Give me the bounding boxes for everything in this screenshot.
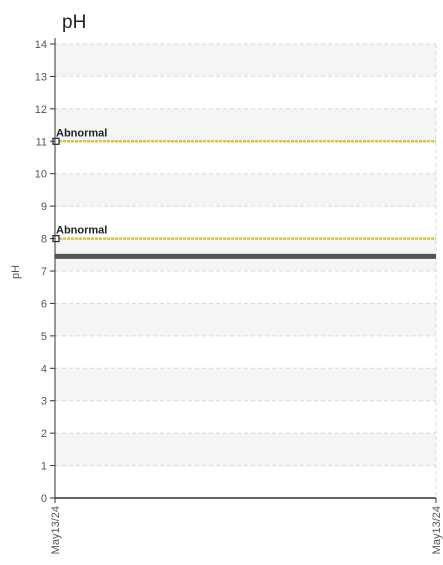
y-tick-label: 3 bbox=[41, 396, 47, 408]
x-axis-ticks: May13/24 May13/24 bbox=[50, 498, 443, 554]
y-tick-label: 5 bbox=[41, 331, 47, 343]
grid-band bbox=[55, 303, 436, 336]
y-tick-label: 14 bbox=[35, 39, 47, 51]
y-tick-label: 0 bbox=[41, 493, 47, 505]
grid-band bbox=[55, 44, 436, 77]
grid-band bbox=[55, 368, 436, 401]
y-axis-label: pH bbox=[10, 265, 22, 279]
y-tick-label: 10 bbox=[35, 169, 47, 181]
abnormal-label: Abnormal bbox=[56, 127, 107, 139]
grid-band bbox=[55, 108, 436, 142]
y-tick-label: 12 bbox=[35, 104, 47, 116]
grid-band bbox=[55, 433, 436, 466]
y-tick-label: 9 bbox=[41, 201, 47, 213]
y-tick-label: 13 bbox=[35, 71, 47, 83]
reference-lines: Abnormal Abnormal bbox=[52, 127, 436, 243]
y-tick-label: 2 bbox=[41, 428, 47, 440]
y-tick-label: 11 bbox=[36, 136, 47, 148]
y-tick-label: 1 bbox=[41, 461, 47, 473]
y-tick-label: 8 bbox=[41, 234, 47, 246]
y-tick-label: 7 bbox=[41, 266, 47, 278]
axes bbox=[54, 38, 436, 499]
grid-band bbox=[55, 173, 436, 207]
abnormal-label: Abnormal bbox=[56, 225, 107, 237]
y-tick-label: 6 bbox=[41, 298, 47, 310]
x-tick-label: May13/24 bbox=[431, 506, 443, 554]
chart-title: pH bbox=[62, 12, 87, 33]
x-tick-label: May13/24 bbox=[50, 506, 62, 554]
y-tick-label: 4 bbox=[41, 363, 47, 375]
